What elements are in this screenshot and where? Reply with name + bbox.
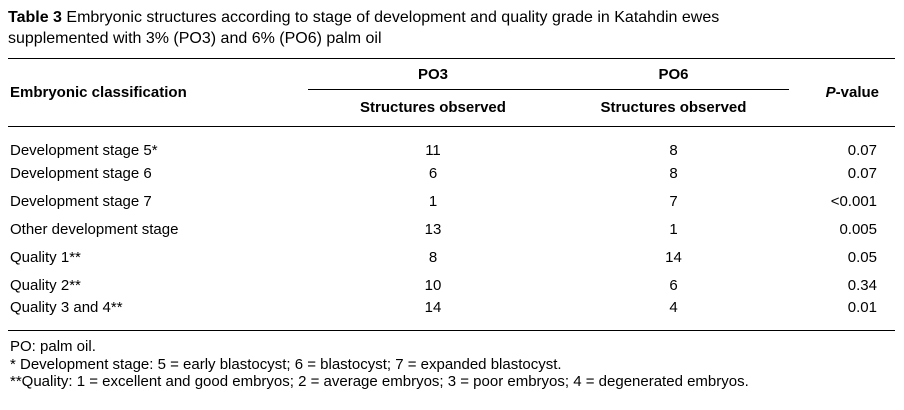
po3-value: 14	[308, 299, 558, 331]
table-row: Quality 3 and 4** 14 4 0.01	[8, 299, 895, 331]
column-header-pvalue: P-value	[789, 58, 895, 127]
table-row: Quality 2** 10 6 0.34	[8, 271, 895, 299]
table-row: Development stage 7 1 7 <0.001	[8, 187, 895, 215]
table-footnotes: PO: palm oil. * Development stage: 5 = e…	[8, 338, 895, 391]
p-value: 0.01	[789, 299, 895, 331]
row-label: Quality 3 and 4**	[8, 299, 308, 331]
subheader-structures-observed-po3: Structures observed	[308, 89, 558, 127]
po3-value: 6	[428, 164, 438, 182]
column-header-po6: PO6	[558, 58, 789, 90]
subheader-structures-observed-po6: Structures observed	[558, 89, 789, 127]
table-row: Other development stage 13 1 0.005	[8, 215, 895, 243]
po6-value: 8	[669, 164, 678, 182]
row-label: Quality 1**	[10, 248, 81, 266]
header-group-row: Embryonic classification PO3 PO6 P-value	[8, 58, 895, 127]
table-row: Development stage 5* 11 8 0.07	[8, 127, 895, 159]
footnote-quality: **Quality: 1 = excellent and good embryo…	[10, 373, 749, 390]
po6-value: 1	[669, 220, 678, 238]
header-sub-row: Structures observed Structures observed	[8, 89, 895, 127]
footnote-development-stage: * Development stage: 5 = early blastocys…	[10, 355, 562, 373]
pvalue-rest: -value	[835, 84, 879, 101]
row-label: Development stage 6	[10, 164, 152, 182]
column-header-po3: PO3	[308, 58, 558, 90]
po6-value: 4	[558, 299, 789, 331]
caption-text-line1: Embryonic structures according to stage …	[61, 9, 720, 26]
p-value: 0.07	[847, 142, 877, 159]
row-label: Quality 2**	[10, 276, 81, 294]
caption-text-line2: supplemented with 3% (PO3) and 6% (PO6) …	[8, 30, 382, 47]
po3-value: 8	[428, 248, 438, 266]
po6-value: 7	[669, 192, 678, 210]
po3-value: 1	[428, 192, 438, 210]
p-value: 0.005	[839, 220, 877, 238]
p-value: 0.05	[847, 248, 877, 266]
footnote-po: PO: palm oil.	[10, 338, 96, 355]
po3-value: 13	[424, 220, 442, 238]
row-label: Development stage 7	[10, 192, 152, 210]
embryonic-structures-table: Embryonic classification PO3 PO6 P-value…	[8, 58, 895, 331]
po3-value: 11	[425, 142, 441, 159]
table-row: Quality 1** 8 14 0.05	[8, 243, 895, 271]
p-value: <0.001	[830, 192, 877, 210]
pvalue-italic-p: P	[825, 84, 836, 101]
p-value: 0.34	[847, 276, 877, 294]
po6-value: 8	[669, 142, 678, 159]
table-row: Development stage 6 6 8 0.07	[8, 159, 895, 187]
p-value: 0.07	[847, 164, 877, 182]
column-header-classification: Embryonic classification	[8, 58, 308, 127]
po6-value: 6	[669, 276, 678, 294]
po3-value: 10	[424, 276, 442, 294]
po6-value: 14	[665, 248, 682, 266]
row-label: Development stage 5*	[10, 142, 158, 159]
table-caption: Table 3 Embryonic structures according t…	[8, 7, 895, 49]
caption-label: Table 3	[8, 9, 62, 26]
row-label: Other development stage	[10, 220, 179, 238]
